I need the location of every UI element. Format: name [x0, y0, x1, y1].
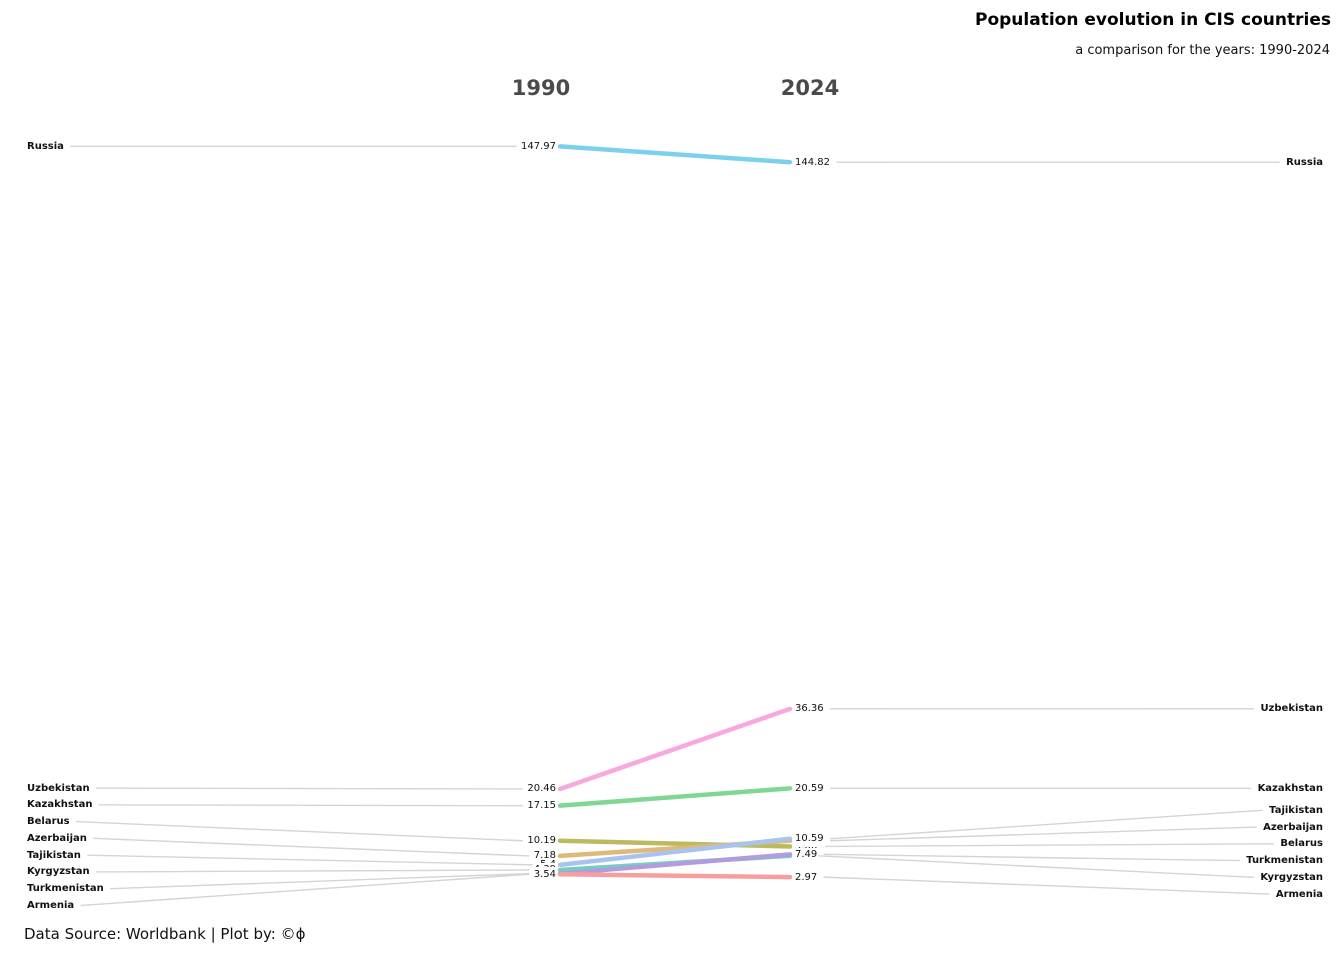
country-label-left-armenia: Armenia: [27, 899, 75, 911]
slope-line-armenia: [557, 872, 793, 880]
country-label-right-turkmenistan: Turkmenistan: [1246, 855, 1323, 867]
value-1990-kazakhstan: 17.15: [526, 799, 557, 813]
leader-right-kyrgyzstan: [817, 855, 1255, 879]
value-2024-turkmenistan: 7.49: [794, 847, 819, 861]
value-2024-russia: 144.82: [794, 155, 831, 169]
leader-left-armenia: [80, 873, 530, 907]
leader-left-tajikistan: [87, 854, 536, 866]
slope-line-kazakhstan: [557, 786, 793, 808]
country-label-right-azerbaijan: Azerbaijan: [1263, 821, 1323, 833]
country-label-right-russia: Russia: [1286, 156, 1323, 168]
slope-line-tajikistan: [557, 836, 793, 868]
chart-subtitle: a comparison for the years: 1990-2024: [1075, 43, 1330, 58]
leader-left-turkmenistan: [110, 872, 530, 890]
country-label-right-uzbekistan: Uzbekistan: [1260, 703, 1323, 715]
value-2024-tajikistan: 10.59: [794, 832, 825, 846]
slope-line-russia: [557, 144, 793, 165]
value-1990-uzbekistan: 20.46: [526, 782, 557, 796]
leader-left-kyrgyzstan: [95, 869, 530, 873]
value-1990-russia: 147.97: [520, 139, 557, 153]
footer-credit: Data Source: Worldbank | Plot by: ©ϕ: [24, 925, 306, 943]
value-2024-armenia: 2.97: [794, 870, 819, 884]
leader-right-armenia: [823, 876, 1270, 895]
leader-right-turkmenistan: [823, 853, 1240, 862]
leader-left-kazakhstan: [98, 804, 524, 807]
country-label-left-kazakhstan: Kazakhstan: [27, 799, 93, 811]
leader-left-uzbekistan: [95, 787, 524, 790]
country-label-left-turkmenistan: Turkmenistan: [27, 883, 104, 895]
leader-left-azerbaijan: [93, 837, 530, 857]
country-label-right-belarus: Belarus: [1280, 838, 1323, 850]
country-label-left-azerbaijan: Azerbaijan: [27, 832, 87, 844]
country-label-right-tajikistan: Tajikistan: [1269, 804, 1323, 816]
slope-line-turkmenistan: [557, 852, 793, 876]
leader-right-azerbaijan: [829, 826, 1257, 842]
country-label-left-belarus: Belarus: [27, 816, 70, 828]
slope-line-uzbekistan: [557, 706, 793, 792]
column-header-2024: 2024: [780, 76, 840, 100]
country-label-right-kazakhstan: Kazakhstan: [1257, 782, 1323, 794]
value-1990-armenia: 3.54: [532, 867, 557, 881]
country-label-left-russia: Russia: [27, 140, 64, 152]
column-header-1990: 1990: [511, 76, 571, 100]
leader-left-belarus: [75, 820, 524, 842]
value-2024-uzbekistan: 36.36: [794, 702, 825, 716]
leader-right-tajikistan: [829, 809, 1263, 840]
country-label-right-armenia: Armenia: [1275, 888, 1323, 900]
value-2024-kazakhstan: 20.59: [794, 781, 825, 795]
country-label-left-uzbekistan: Uzbekistan: [27, 782, 90, 794]
value-1990-belarus: 10.19: [526, 834, 557, 848]
chart-title: Population evolution in CIS countries: [975, 10, 1331, 30]
country-label-right-kyrgyzstan: Kyrgyzstan: [1260, 871, 1323, 883]
leader-right-belarus: [823, 843, 1275, 848]
country-label-left-kyrgyzstan: Kyrgyzstan: [27, 866, 90, 878]
country-label-left-tajikistan: Tajikistan: [27, 849, 81, 861]
